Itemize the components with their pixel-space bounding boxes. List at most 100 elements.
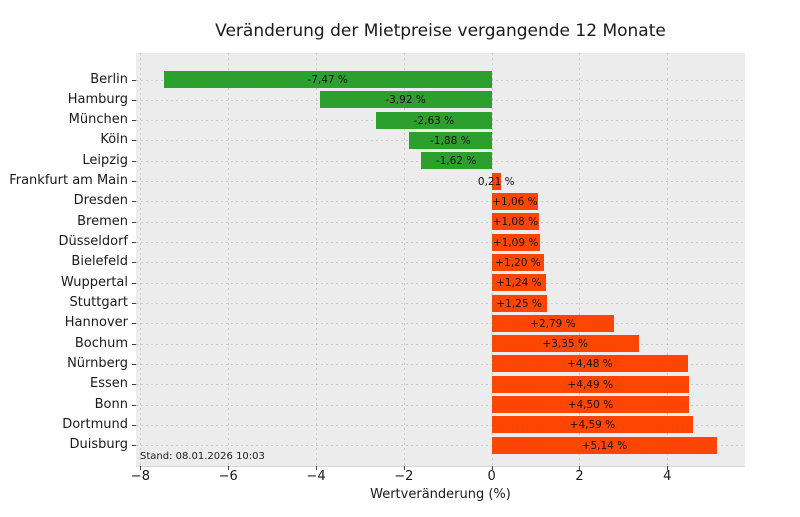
bar-value-label: -1,88 % xyxy=(430,134,471,147)
bar-leipzig xyxy=(420,152,492,170)
v-gridline xyxy=(579,53,581,466)
bar-value-label: +1,24 % xyxy=(496,277,542,290)
bar-duisburg xyxy=(491,436,718,454)
h-gridline xyxy=(136,201,745,203)
x-tick-mark xyxy=(403,466,405,470)
bar-value-label: -2,63 % xyxy=(413,114,455,127)
bar-wuppertal xyxy=(491,274,547,292)
bar-bonn xyxy=(491,396,690,414)
y-tick-label: Duisburg xyxy=(69,437,129,453)
bar-value-label: +1,25 % xyxy=(496,297,542,310)
h-gridline xyxy=(136,120,745,122)
timestamp-annotation: Stand: 08.01.2026 10:03 xyxy=(140,451,265,462)
bar-k-ln xyxy=(409,131,492,149)
x-tick-label: −4 xyxy=(306,469,326,484)
x-tick-mark xyxy=(579,466,581,470)
y-tick-mark xyxy=(132,384,136,386)
y-tick-mark xyxy=(132,363,136,365)
y-tick-label: Hamburg xyxy=(67,91,128,107)
plot-area: -7,47 % -3,92 % -2,63 % -1,88 % -1,62 % 0,21 … xyxy=(136,53,745,466)
y-tick-mark xyxy=(132,323,136,325)
h-gridline xyxy=(136,181,745,183)
y-tick-mark xyxy=(132,262,136,264)
h-gridline xyxy=(136,424,745,426)
x-tick-mark xyxy=(491,466,493,470)
bar-value-label: +3,35 % xyxy=(542,338,588,351)
y-tick-label: Bochum xyxy=(74,335,128,351)
h-gridline xyxy=(136,445,745,447)
h-gridline xyxy=(136,79,745,81)
bar-bochum xyxy=(491,335,639,353)
h-gridline xyxy=(136,282,745,284)
x-axis-label: Wertveränderung (%) xyxy=(370,487,511,502)
y-tick-label: Düsseldorf xyxy=(58,234,128,250)
h-gridline xyxy=(136,303,745,305)
bar-dortmund xyxy=(491,416,694,434)
h-gridline xyxy=(136,99,745,101)
h-gridline xyxy=(136,140,745,142)
y-tick-label: Bremen xyxy=(77,213,128,229)
bar-dresden xyxy=(491,192,539,210)
bar-d-sseldorf xyxy=(491,233,540,251)
y-tick-label: Essen xyxy=(90,376,128,392)
h-gridline xyxy=(136,160,745,162)
y-tick-mark xyxy=(132,303,136,305)
h-gridline xyxy=(136,262,745,264)
y-tick-label: Dortmund xyxy=(62,416,128,432)
y-tick-mark xyxy=(132,343,136,345)
x-tick-mark xyxy=(667,466,669,470)
y-tick-mark xyxy=(132,424,136,426)
x-tick-mark xyxy=(316,466,318,470)
bar-frankfurt-am-main xyxy=(491,172,501,190)
y-tick-label: Dresden xyxy=(73,193,128,209)
v-gridline xyxy=(667,53,669,466)
x-tick-mark xyxy=(228,466,230,470)
y-tick-label: München xyxy=(68,112,128,128)
v-gridline xyxy=(228,53,230,466)
bar-value-label: 0,21 % xyxy=(477,175,515,188)
bar-hamburg xyxy=(319,91,492,109)
bar-value-label: +5,14 % xyxy=(581,439,628,452)
x-tick-label: −6 xyxy=(218,469,238,484)
y-tick-label: Hannover xyxy=(64,315,128,331)
h-gridline xyxy=(136,323,745,325)
x-tick-label: −2 xyxy=(394,469,414,484)
h-gridline xyxy=(136,384,745,386)
v-gridline xyxy=(316,53,318,466)
bar-bielefeld xyxy=(491,253,545,271)
bar-m-nchen xyxy=(376,111,492,129)
bar-essen xyxy=(491,375,689,393)
y-tick-mark xyxy=(132,242,136,244)
bar-value-label: -1,62 % xyxy=(435,155,477,168)
bar-value-label: +2,79 % xyxy=(530,317,576,330)
bar-value-label: +1,06 % xyxy=(492,195,538,208)
x-tick-label: 2 xyxy=(575,469,584,484)
h-gridline xyxy=(136,343,745,345)
x-tick-label: 4 xyxy=(663,469,672,484)
chart-title: Veränderung der Mietpreise vergangende 1… xyxy=(215,21,666,41)
bar-bremen xyxy=(491,213,540,231)
bar-hannover xyxy=(491,314,615,332)
y-tick-label: Wuppertal xyxy=(60,274,128,290)
y-tick-mark xyxy=(132,181,136,183)
x-tick-mark xyxy=(140,466,142,470)
y-tick-label: Nürnberg xyxy=(67,355,128,371)
v-gridline xyxy=(491,53,493,466)
bar-value-label: +4,48 % xyxy=(567,358,613,371)
y-tick-label: Berlin xyxy=(90,71,128,87)
v-gridline xyxy=(140,53,142,466)
y-tick-mark xyxy=(132,140,136,142)
v-gridline xyxy=(403,53,405,466)
y-tick-label: Leipzig xyxy=(82,152,128,168)
h-gridline xyxy=(136,363,745,365)
bar-value-label: +1,20 % xyxy=(495,256,541,269)
y-tick-mark xyxy=(132,445,136,447)
bar-value-label: +4,59 % xyxy=(569,419,616,432)
y-tick-mark xyxy=(132,120,136,122)
bar-stuttgart xyxy=(491,294,547,312)
y-tick-mark xyxy=(132,282,136,284)
h-gridline xyxy=(136,242,745,244)
h-gridline xyxy=(136,404,745,406)
h-gridline xyxy=(136,221,745,223)
bar-value-label: +1,08 % xyxy=(492,216,539,229)
